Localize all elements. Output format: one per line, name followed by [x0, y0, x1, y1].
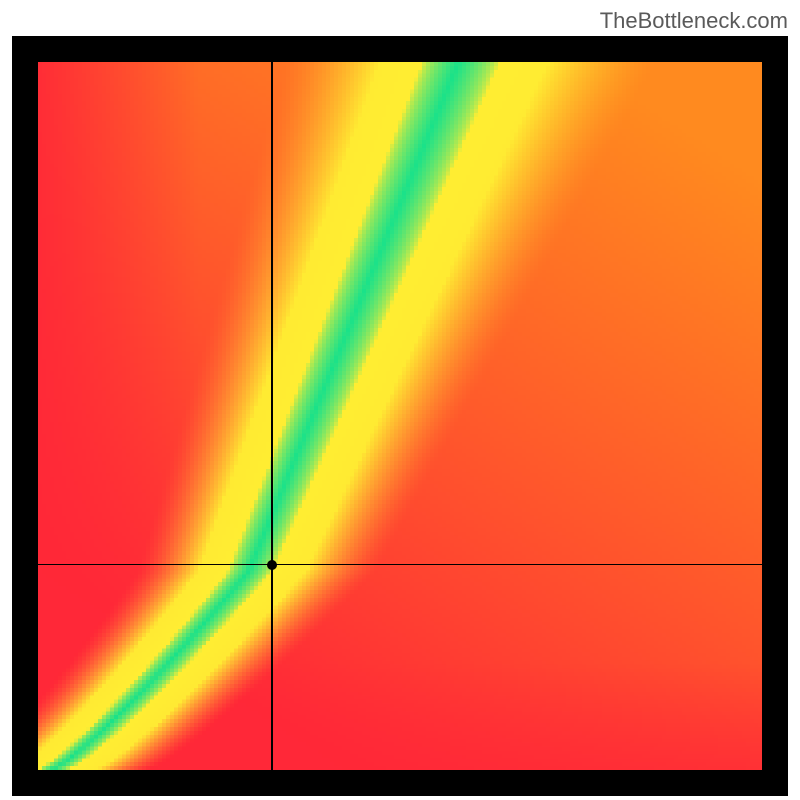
- frame-top: [12, 36, 788, 62]
- chart-container: TheBottleneck.com: [0, 0, 800, 800]
- heatmap-canvas: [38, 62, 762, 770]
- frame-right: [762, 36, 788, 796]
- frame-bottom: [12, 770, 788, 796]
- frame-left: [12, 36, 38, 796]
- crosshair-vertical: [271, 62, 273, 770]
- watermark-text: TheBottleneck.com: [600, 8, 788, 34]
- crosshair-marker: [267, 560, 277, 570]
- crosshair-horizontal: [38, 564, 762, 566]
- heatmap-plot: [38, 62, 762, 770]
